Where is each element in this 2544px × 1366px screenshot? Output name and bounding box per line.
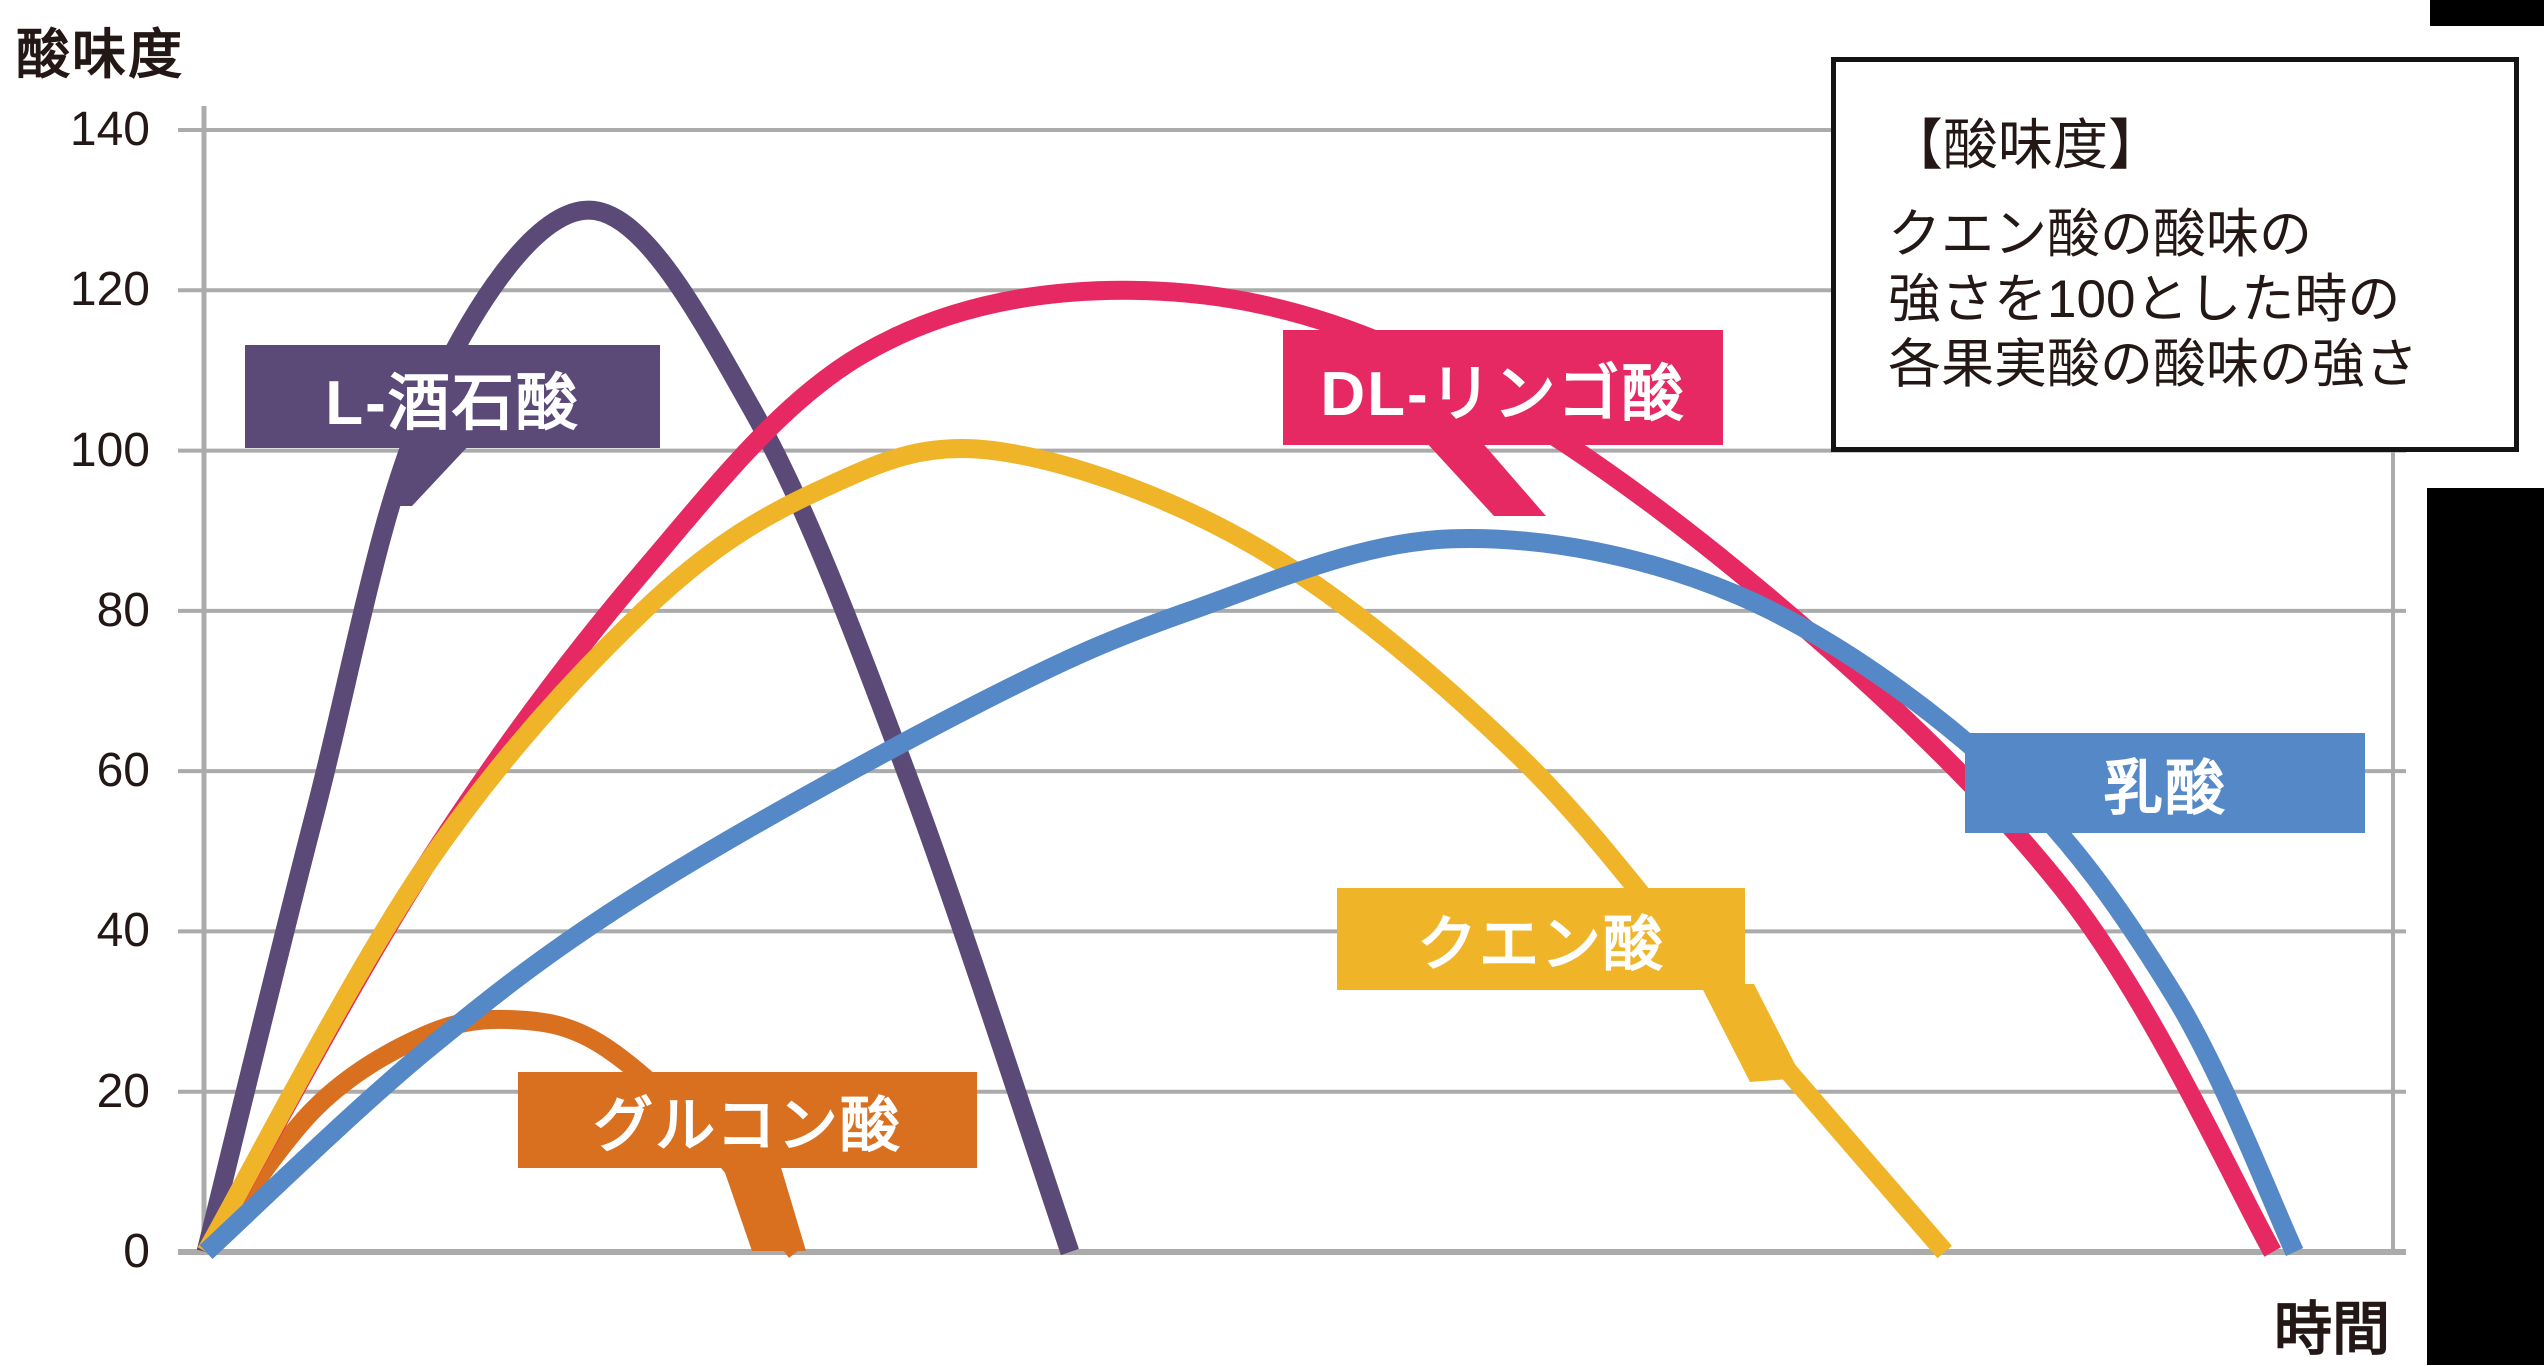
x-axis-title: 時間 — [2273, 1297, 2390, 1362]
note-title: 【酸味度】 — [1888, 114, 2164, 176]
curve-乳酸 — [199, 528, 2304, 1260]
series-label-citric-acid: クエン酸 — [1337, 888, 1745, 990]
page-crop-black-strip-top — [2430, 0, 2544, 26]
note-line-2: 強さを100とした時の — [1888, 270, 2401, 329]
label-pointer-tail — [722, 1164, 806, 1251]
label-pointer-tail — [386, 442, 472, 506]
label-pointer-tail — [1700, 984, 1802, 1082]
note-line-3: 各果実酸の酸味の強さ — [1888, 335, 2418, 394]
series-label-gluconic-acid: グルコン酸 — [518, 1072, 977, 1168]
series-label-dl-malic-acid: DL-リンゴ酸 — [1283, 330, 1723, 445]
page-crop-black-bar-right — [2427, 488, 2544, 1365]
y-tick-20: 20 — [96, 1064, 150, 1118]
label-pointer-tails — [386, 440, 1802, 1251]
y-tick-140: 140 — [69, 103, 150, 156]
y-tick-80: 80 — [96, 583, 150, 637]
y-tick-0: 0 — [123, 1225, 150, 1278]
y-tick-120: 120 — [69, 263, 150, 317]
series-label-l-tartaric-acid: L-酒石酸 — [245, 345, 660, 448]
definition-note-box: 【酸味度】 クエン酸の酸味の 強さを100とした時の 各果実酸の酸味の強さ — [1831, 57, 2519, 452]
y-axis-title: 酸味度 — [16, 25, 184, 85]
series-label-lactic-acid: 乳酸 — [1965, 733, 2365, 833]
y-tick-40: 40 — [96, 904, 150, 958]
y-tick-60: 60 — [96, 744, 150, 798]
curve-L-酒石酸 — [196, 200, 1079, 1256]
y-tick-100: 100 — [69, 423, 150, 477]
note-line-1: クエン酸の酸味の — [1888, 205, 2312, 264]
label-pointer-tail — [1424, 440, 1546, 516]
